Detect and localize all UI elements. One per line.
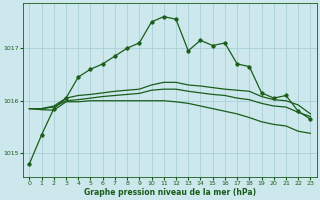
X-axis label: Graphe pression niveau de la mer (hPa): Graphe pression niveau de la mer (hPa) bbox=[84, 188, 256, 197]
